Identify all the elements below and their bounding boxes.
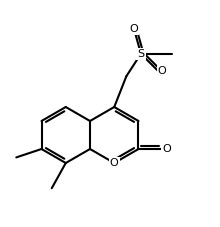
Text: O: O <box>162 144 171 154</box>
Text: O: O <box>130 24 138 34</box>
Text: S: S <box>137 49 145 59</box>
Text: O: O <box>110 158 119 168</box>
Text: O: O <box>158 66 167 76</box>
